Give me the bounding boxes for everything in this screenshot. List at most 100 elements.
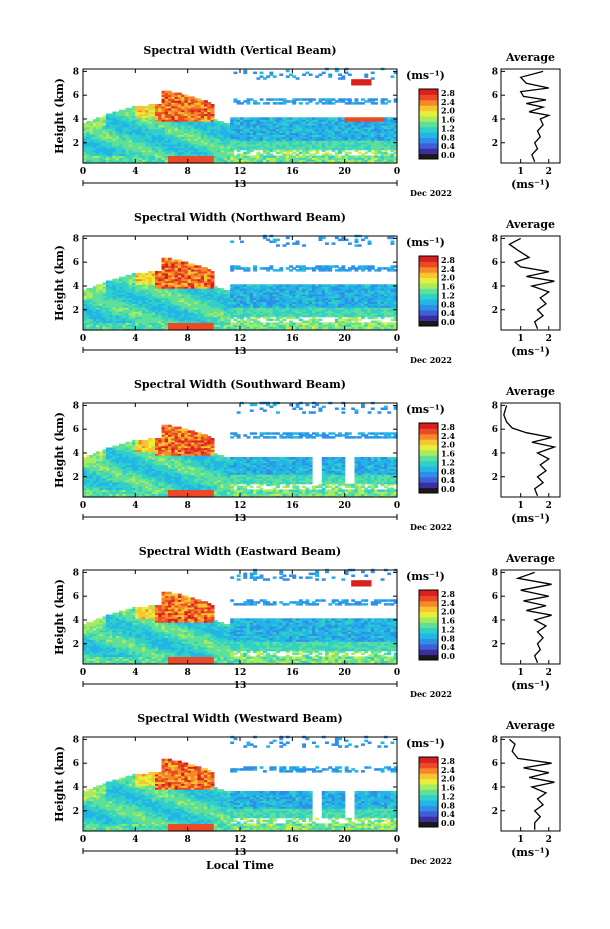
heatmap-cell	[161, 102, 166, 105]
heatmap-cell	[171, 157, 176, 160]
heatmap-cell	[197, 136, 202, 139]
heatmap-cell	[230, 121, 235, 124]
heatmap-cell	[138, 155, 143, 158]
heatmap-cell	[158, 126, 163, 130]
heatmap-cell	[171, 117, 176, 120]
heatmap-cell	[92, 134, 97, 137]
heatmap-cell	[135, 157, 140, 160]
heatmap-cell	[164, 134, 169, 137]
heatmap-cell	[174, 121, 179, 124]
heatmap-cell	[197, 134, 202, 137]
heatmap-cell	[132, 149, 136, 153]
heatmap-cell	[197, 111, 202, 115]
heatmap-cell	[194, 149, 199, 153]
heatmap-cell	[184, 142, 189, 145]
heatmap-cell	[148, 126, 153, 130]
heatmap-cell	[210, 136, 215, 139]
heatmap-cell	[181, 155, 185, 158]
heatmap-cell	[138, 113, 143, 116]
heatmap-cell	[220, 138, 225, 141]
heatmap-cell	[236, 161, 241, 164]
heatmap-cell	[138, 132, 143, 135]
heatmap-cell	[151, 115, 156, 118]
heatmap-cell	[217, 124, 221, 128]
heatmap-cell	[190, 121, 195, 124]
heatmap-cell	[220, 153, 225, 156]
heatmap-cell	[115, 151, 120, 155]
heatmap-cell	[220, 149, 225, 153]
heatmap-cell	[89, 159, 94, 162]
heatmap-cell	[83, 153, 87, 156]
heatmap-cell	[155, 119, 159, 122]
heatmap-cell	[128, 121, 133, 124]
heatmap-cell	[135, 105, 140, 109]
heatmap-cell	[135, 130, 140, 134]
heatmap-cell	[158, 128, 163, 132]
heatmap-cell	[181, 100, 185, 103]
heatmap-cell	[105, 145, 110, 149]
heatmap-cell	[171, 104, 176, 107]
heatmap-cell	[197, 104, 202, 107]
heatmap-cell	[220, 134, 225, 137]
heatmap-cell	[174, 115, 179, 118]
heatmap-cell	[158, 147, 163, 151]
heatmap-cell	[190, 117, 195, 120]
heatmap-cell	[200, 151, 205, 155]
heatmap-cell	[148, 140, 153, 143]
heatmap-cell	[194, 119, 199, 122]
heatmap-cell	[161, 123, 166, 126]
heatmap-cell	[187, 123, 192, 126]
heatmap-cell	[151, 157, 156, 160]
heatmap-cell	[86, 155, 91, 158]
heatmap-cell	[210, 107, 215, 111]
heatmap-cell	[207, 153, 212, 156]
panel-title: Spectral Width (Northward Beam)	[134, 211, 346, 224]
heatmap-cell	[217, 157, 221, 160]
heatmap-cell	[213, 119, 218, 122]
heatmap-cell	[86, 128, 91, 132]
heatmap-cell	[259, 71, 264, 75]
heatmap-cell	[190, 128, 195, 132]
heatmap-cell	[125, 151, 130, 155]
heatmap-cell	[190, 111, 195, 115]
heatmap-cell	[86, 132, 91, 135]
heatmap-cell	[174, 151, 179, 155]
heatmap-cell	[86, 136, 91, 139]
heatmap-cell	[145, 119, 149, 122]
heatmap-cell	[119, 119, 123, 122]
heatmap-cell	[223, 123, 228, 126]
heatmap-cell	[253, 265, 257, 268]
heatmap-cell	[240, 145, 244, 149]
heatmap-cell	[190, 102, 195, 105]
heatmap-cell	[187, 124, 192, 128]
heatmap-cell	[164, 105, 169, 109]
heatmap-cell	[171, 123, 176, 126]
heatmap-cell	[190, 161, 195, 164]
heatmap-cell	[109, 161, 114, 164]
heatmap-cell	[168, 142, 172, 145]
heatmap-cell	[135, 159, 140, 162]
avg-y-tick-label: 4	[492, 115, 498, 125]
heatmap-cell	[105, 124, 110, 128]
heatmap-cell	[184, 153, 189, 156]
heatmap-cell	[125, 142, 130, 145]
heatmap-cell	[236, 121, 241, 124]
heatmap-cell	[220, 159, 225, 162]
heatmap-cell	[171, 109, 176, 113]
heatmap-cell	[89, 147, 94, 151]
heatmap-cell	[190, 144, 195, 147]
heatmap-cell	[164, 128, 169, 132]
heatmap-cell	[177, 124, 182, 128]
heatmap-cell	[168, 98, 172, 101]
heatmap-cell	[145, 132, 149, 135]
heatmap-cell	[83, 155, 87, 158]
heatmap-cell	[155, 149, 159, 153]
heatmap-cell	[230, 151, 235, 155]
heatmap-cell	[128, 132, 133, 135]
heatmap-cell	[230, 136, 235, 139]
heatmap-cell	[151, 107, 156, 111]
heatmap-cell	[207, 138, 212, 141]
heatmap-cell	[109, 134, 114, 137]
heatmap-cell	[217, 149, 221, 153]
heatmap-cell	[158, 136, 163, 139]
